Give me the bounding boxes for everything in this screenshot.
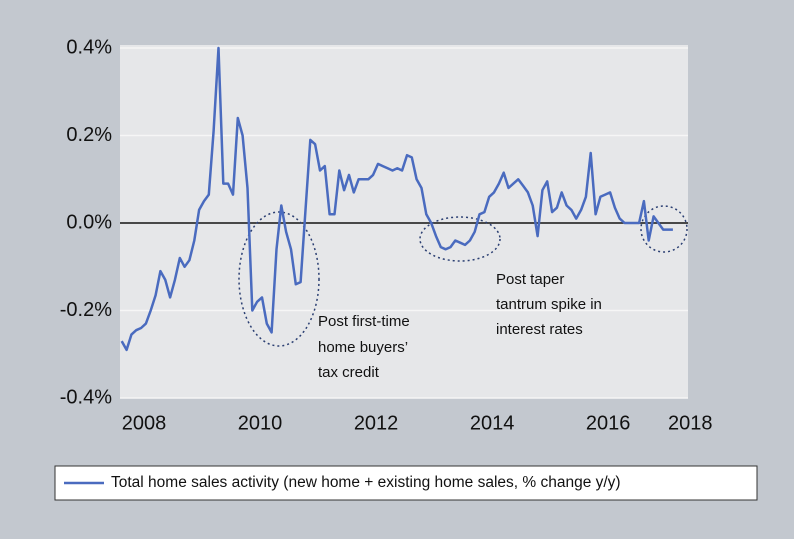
y-tick-label: 0.2% <box>66 124 112 146</box>
y-tick-label: -0.2% <box>60 299 112 321</box>
marks <box>120 46 673 352</box>
annotation: tantrum spike in <box>496 296 602 313</box>
x-tick-label: 2018 <box>668 412 713 434</box>
legend-label: Total home sales activity (new home + ex… <box>111 474 621 491</box>
annotation: home buyers’ <box>318 339 408 356</box>
x-tick-label: 2008 <box>122 412 167 434</box>
y-tick-label: 0.0% <box>66 211 112 233</box>
annotation: Post taper <box>496 271 564 288</box>
x-tick-label: 2010 <box>238 412 283 434</box>
y-tick-label: 0.4% <box>66 36 112 58</box>
annotation: Post first-time <box>318 313 410 330</box>
y-tick-label: -0.4% <box>60 386 112 408</box>
highlight-ellipse <box>238 211 320 347</box>
legend <box>54 465 758 501</box>
highlight-ellipse <box>419 216 501 262</box>
annotation: tax credit <box>318 364 380 381</box>
x-tick-label: 2012 <box>354 412 399 434</box>
highlight-ellipse <box>640 205 688 253</box>
data-line <box>120 46 673 352</box>
x-tick-label: 2016 <box>586 412 631 434</box>
grid <box>120 47 688 399</box>
annotation: interest rates <box>496 321 583 338</box>
x-tick-label: 2014 <box>470 412 514 434</box>
